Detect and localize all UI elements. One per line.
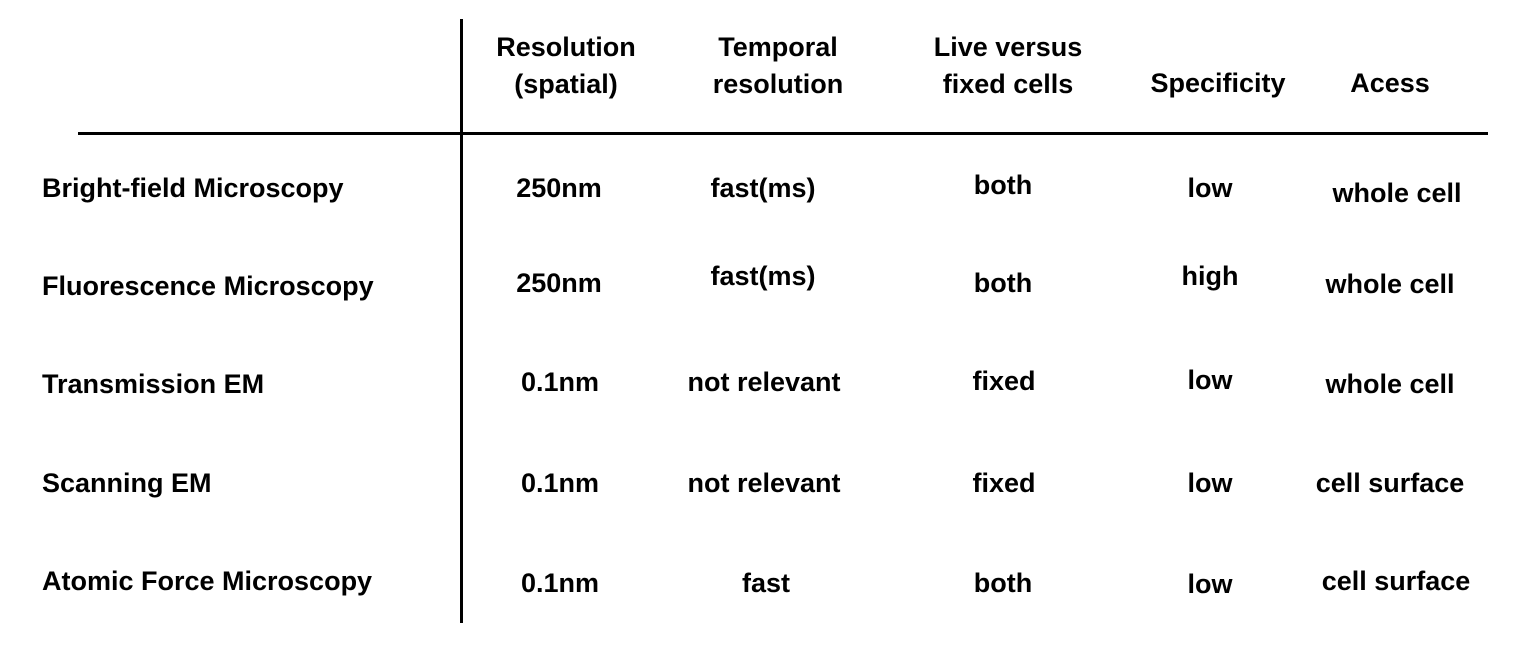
table-cell-access: whole cell	[1325, 269, 1455, 299]
table-cell-specificity: low	[1187, 173, 1233, 203]
row-label-fluorescence: Fluorescence Microscopy	[42, 271, 374, 301]
row-label-scanning-em: Scanning EM	[42, 468, 212, 498]
row-label-atomic-force: Atomic Force Microscopy	[42, 566, 373, 596]
header-resolution: Resolution (spatial)	[496, 32, 636, 99]
table-cell-specificity: high	[1181, 261, 1239, 291]
header-access: Acess	[1350, 68, 1430, 98]
table-cell-live: both	[973, 268, 1033, 298]
table-cell-temporal: not relevant	[687, 468, 841, 498]
table-cell-temporal: not relevant	[687, 367, 841, 397]
table-cell-temporal: fast(ms)	[710, 261, 816, 291]
row-label-bright-field: Bright-field Microscopy	[42, 173, 344, 203]
table-cell-access: whole cell	[1325, 369, 1455, 399]
table-cell-resolution: 250nm	[516, 173, 602, 203]
table-cell-access: cell surface	[1321, 566, 1471, 596]
table-cell-access: whole cell	[1332, 178, 1462, 208]
table-cell-live: fixed	[972, 366, 1036, 396]
table-cell-temporal: fast(ms)	[710, 173, 816, 203]
table-cell-temporal: fast	[741, 568, 791, 598]
table-cell-resolution: 0.1nm	[520, 568, 600, 598]
row-label-transmission-em: Transmission EM	[42, 369, 265, 399]
table-header-divider	[78, 132, 1488, 135]
table-cell-specificity: low	[1187, 569, 1233, 599]
table-cell-live: both	[973, 170, 1033, 200]
table-cell-live: fixed	[972, 468, 1036, 498]
table-cell-live: both	[973, 568, 1033, 598]
header-specificity: Specificity	[1150, 68, 1286, 98]
table-cell-access: cell surface	[1315, 468, 1465, 498]
table-vertical-divider	[460, 19, 463, 623]
table-cell-resolution: 0.1nm	[520, 468, 600, 498]
table-cell-specificity: low	[1187, 468, 1233, 498]
table-cell-resolution: 0.1nm	[520, 367, 600, 397]
header-live-versus-fixed: Live versus fixed cells	[933, 32, 1083, 99]
table-cell-specificity: low	[1187, 365, 1233, 395]
header-temporal-resolution: Temporal resolution	[712, 32, 844, 99]
table-cell-resolution: 250nm	[516, 268, 602, 298]
